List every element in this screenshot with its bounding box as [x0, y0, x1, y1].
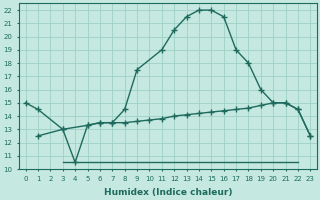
X-axis label: Humidex (Indice chaleur): Humidex (Indice chaleur): [104, 188, 232, 197]
